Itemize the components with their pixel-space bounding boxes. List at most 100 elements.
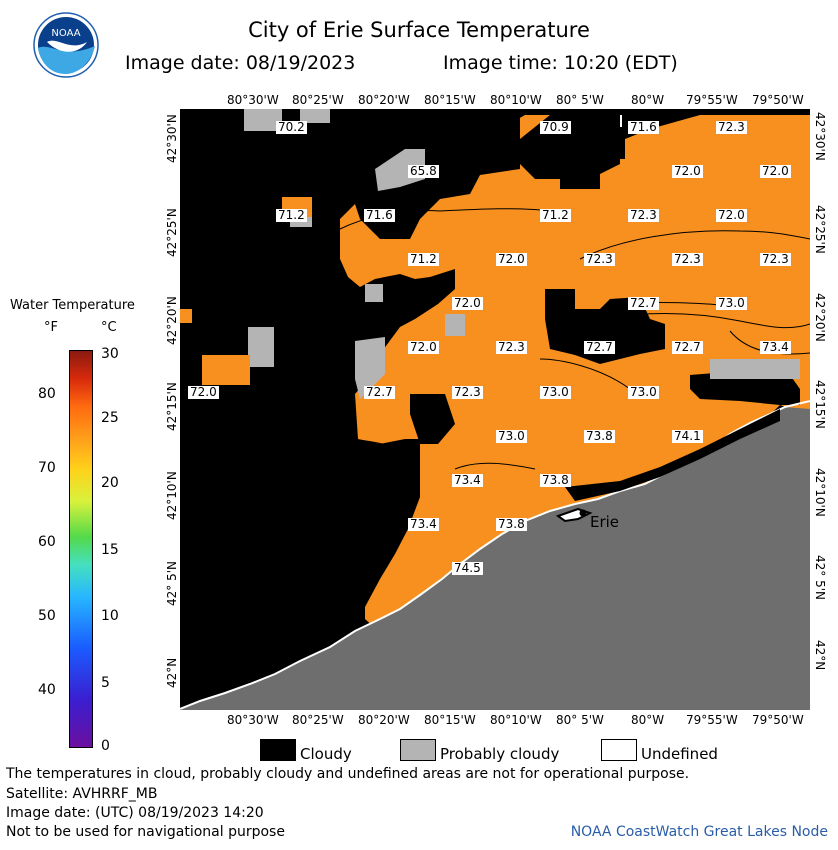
lat-label-left: 42° 5'N (165, 561, 179, 606)
temp-label: 71.2 (276, 208, 307, 222)
footer-satellite: Satellite: AVHRRF_MB (6, 786, 158, 802)
c-tick: 25 (101, 410, 119, 426)
lon-label-top: 80°10'W (490, 93, 542, 107)
temp-label: 72.3 (672, 252, 703, 266)
f-tick: 80 (38, 386, 56, 402)
temp-label: 73.4 (408, 517, 439, 531)
legend-unit-f: °F (44, 320, 58, 335)
image-time-label: Image time: 10:20 (EDT) (443, 52, 678, 74)
lake-water (340, 115, 810, 637)
temp-label: 73.0 (716, 296, 747, 310)
f-tick: 60 (38, 534, 56, 550)
lat-label-right: 42°10'N (813, 468, 827, 517)
lon-label-top: 79°55'W (686, 93, 738, 107)
svg-text:NOAA: NOAA (51, 28, 80, 39)
lon-label-top: 80°20'W (358, 93, 410, 107)
temp-label: 72.7 (628, 296, 659, 310)
temp-label: 71.6 (628, 120, 659, 134)
c-tick: 30 (101, 346, 119, 362)
lon-label-bottom: 80°25'W (292, 713, 344, 727)
temp-label: 73.0 (496, 429, 527, 443)
temp-label: 74.1 (672, 429, 703, 443)
temp-label: 72.3 (716, 120, 747, 134)
temp-label: 71.6 (364, 208, 395, 222)
lat-label-right: 42°15'N (813, 380, 827, 429)
lat-label-right: 42° 5'N (813, 555, 827, 600)
temp-label: 74.5 (452, 561, 483, 575)
c-tick: 15 (101, 542, 119, 558)
lon-label-bottom: 80°W (631, 713, 665, 727)
lon-label-bottom: 80°30'W (227, 713, 279, 727)
temp-label: 73.8 (496, 517, 527, 531)
page-title: City of Erie Surface Temperature (248, 18, 590, 42)
footer-source-link[interactable]: NOAA CoastWatch Great Lakes Node (570, 824, 828, 840)
image-date-label: Image date: 08/19/2023 (125, 52, 356, 74)
temp-label: 72.7 (584, 340, 615, 354)
f-tick: 50 (38, 608, 56, 624)
temp-label: 73.4 (760, 340, 791, 354)
undefined-label: Undefined (641, 745, 718, 763)
temp-label: 72.0 (408, 340, 439, 354)
map-canvas (180, 109, 810, 710)
lat-label-right: 42°N (813, 640, 827, 671)
lon-label-bottom: 80° 5'W (556, 713, 604, 727)
lat-label-right: 42°20'N (813, 293, 827, 342)
temp-label: 72.7 (672, 340, 703, 354)
temp-label: 72.3 (584, 252, 615, 266)
temp-label: 72.7 (364, 385, 395, 399)
c-tick: 10 (101, 608, 119, 624)
c-tick: 0 (101, 738, 110, 754)
footer-nav-warning: Not to be used for navigational purpose (6, 824, 285, 840)
city-label-erie: Erie (590, 513, 620, 531)
temp-label: 73.0 (540, 385, 571, 399)
lon-label-bottom: 80°20'W (358, 713, 410, 727)
temp-label: 72.0 (760, 164, 791, 178)
lon-label-bottom: 80°10'W (490, 713, 542, 727)
temp-label: 72.3 (452, 385, 483, 399)
lat-label-left: 42°20'N (165, 296, 179, 345)
c-tick: 20 (101, 475, 119, 491)
undefined-swatch (601, 739, 637, 761)
temp-label: 72.0 (716, 208, 747, 222)
temp-label: 71.2 (408, 252, 439, 266)
temp-label: 70.2 (276, 120, 307, 134)
legend-unit-c: °C (101, 320, 117, 335)
probably-cloudy-label: Probably cloudy (440, 745, 560, 763)
lon-label-top: 80°30'W (227, 93, 279, 107)
noaa-logo: NOAA (33, 12, 99, 78)
lon-label-bottom: 80°15'W (424, 713, 476, 727)
probably-cloudy-swatch (400, 739, 436, 761)
temp-label: 65.8 (408, 164, 439, 178)
temp-label: 72.3 (496, 340, 527, 354)
temp-label: 72.0 (672, 164, 703, 178)
lon-label-bottom: 79°55'W (686, 713, 738, 727)
temp-label: 72.0 (452, 296, 483, 310)
lat-label-right: 42°30'N (813, 112, 827, 161)
temp-label: 73.8 (584, 429, 615, 443)
temp-label: 72.3 (628, 208, 659, 222)
lon-label-top: 80° 5'W (556, 93, 604, 107)
temperature-map: 70.2 70.9 71.6 72.3 65.8 72.0 72.0 71.2 … (180, 109, 810, 710)
temp-label: 72.3 (760, 252, 791, 266)
footer-note: The temperatures in cloud, probably clou… (6, 766, 690, 782)
lat-label-left: 42°15'N (165, 382, 179, 431)
temp-label: 72.0 (496, 252, 527, 266)
lat-label-left: 42°25'N (165, 208, 179, 257)
lat-label-right: 42°25'N (813, 205, 827, 254)
lat-label-left: 42°N (165, 657, 179, 688)
temp-label: 71.2 (540, 208, 571, 222)
lat-label-left: 42°30'N (165, 114, 179, 163)
lon-label-top: 80°25'W (292, 93, 344, 107)
lon-label-top: 79°50'W (752, 93, 804, 107)
cloudy-swatch (260, 739, 296, 761)
lon-label-bottom: 79°50'W (752, 713, 804, 727)
color-scale-bar (69, 350, 93, 748)
land (180, 407, 810, 710)
f-tick: 40 (38, 682, 56, 698)
lat-label-left: 42°10'N (165, 471, 179, 520)
temp-label: 73.8 (540, 473, 571, 487)
footer-image-date-utc: Image date: (UTC) 08/19/2023 14:20 (6, 805, 264, 821)
temp-label: 72.0 (188, 385, 219, 399)
cloudy-label: Cloudy (300, 745, 352, 763)
temp-label: 70.9 (540, 120, 571, 134)
